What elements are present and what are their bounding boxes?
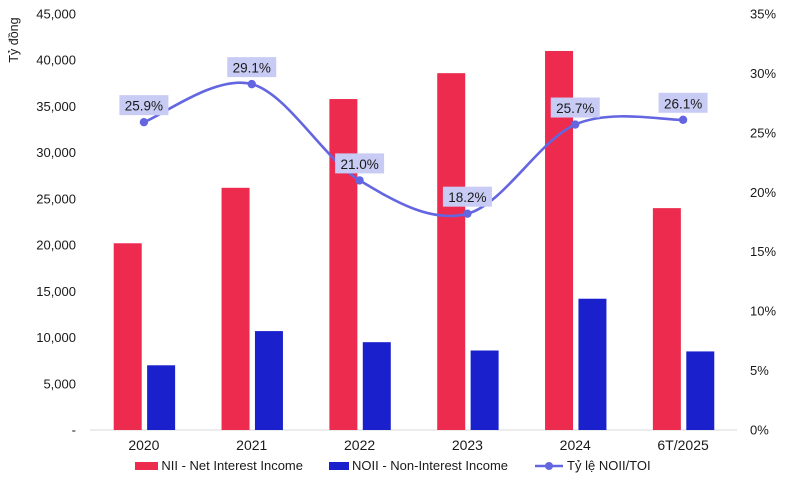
legend-item-noii: NOII - Non-Interest Income — [328, 458, 509, 473]
left-axis-tick: 35,000 — [36, 99, 76, 114]
right-axis-tick: 5% — [750, 363, 769, 378]
ratio-data-label-2023: 18.2% — [448, 190, 486, 205]
noii-bar-2022 — [362, 342, 391, 430]
ratio-point-2020 — [139, 117, 149, 127]
ratio-data-label-2024: 25.7% — [556, 101, 594, 116]
right-axis-tick: 15% — [750, 244, 776, 259]
ratio-point-2023 — [463, 209, 472, 218]
x-axis-category-label: 6T/2025 — [657, 437, 709, 453]
ratio-data-label-6T/2025: 26.1% — [664, 96, 702, 111]
ratio-data-label-2021: 29.1% — [233, 61, 271, 76]
left-axis-title: Tỷ đồng — [7, 17, 21, 62]
nii-bar-2023 — [437, 73, 466, 431]
noii-legend-swatch — [328, 461, 349, 470]
left-axis-tick: 5,000 — [43, 376, 76, 391]
noii-bar-6T/2025 — [686, 351, 715, 430]
ratio-data-label-bg — [335, 153, 385, 174]
nii-bar-2022 — [329, 99, 358, 430]
right-axis-tick: 20% — [750, 185, 776, 200]
left-axis-tick: 15,000 — [36, 284, 76, 299]
right-axis-tick: 35% — [750, 7, 776, 22]
legend-item-nii: NII - Net Interest Income — [135, 458, 303, 473]
ratio-point-6T/2025 — [678, 115, 688, 124]
right-axis-tick: 10% — [750, 304, 776, 319]
left-axis-tick: 20,000 — [36, 238, 76, 253]
noii-legend-label: NOII - Non-Interest Income — [351, 458, 509, 473]
noii-bar-2024 — [578, 298, 607, 430]
noii-bar-2020 — [147, 365, 176, 430]
nii-bar-6T/2025 — [652, 208, 681, 430]
x-axis-category-label: 2020 — [128, 437, 159, 453]
ratio-legend-label: Tỷ lệ NOII/TOI — [567, 458, 651, 473]
x-axis-category-label: 2023 — [452, 437, 483, 453]
ratio-point-2022 — [355, 176, 364, 185]
left-axis-tick: - — [72, 423, 76, 438]
ratio-line-legend-swatch — [535, 461, 564, 470]
left-axis-tick: 25,000 — [36, 191, 76, 206]
right-axis-tick: 30% — [750, 66, 776, 81]
left-axis-tick: 30,000 — [36, 145, 76, 160]
noii-bar-2023 — [470, 350, 499, 430]
x-axis-category-label: 2022 — [344, 437, 375, 453]
x-axis-category-label: 2021 — [236, 437, 267, 453]
x-axis-category-label: 2024 — [560, 437, 591, 453]
left-axis-tick: 40,000 — [36, 53, 76, 68]
ratio-data-label-bg — [442, 186, 492, 207]
ratio-point-2024 — [571, 120, 580, 129]
ratio-data-label-2020: 25.9% — [125, 99, 163, 114]
nii-legend-swatch — [135, 461, 159, 470]
left-axis-tick: 45,000 — [36, 7, 76, 22]
right-axis-tick: 25% — [750, 125, 776, 140]
left-axis-tick: 10,000 — [36, 330, 76, 345]
right-axis-tick: 0% — [750, 423, 769, 438]
chart-legend: NII - Net Interest Income NOII - Non-Int… — [0, 458, 786, 473]
ratio-data-label-2022: 21.0% — [340, 157, 378, 172]
ratio-data-label-bg — [658, 92, 708, 113]
ratio-point-2021 — [247, 79, 256, 89]
nii-bar-2020 — [113, 243, 142, 430]
combo-chart: - 5,000 10,000 15,000 20,000 25,000 30,000 35,0… — [7, 7, 776, 454]
ratio-data-label-bg — [119, 95, 169, 116]
legend-item-ratio: Tỷ lệ NOII/TOI — [534, 458, 651, 473]
noii-bar-2021 — [254, 331, 283, 430]
ratio-data-label-bg — [550, 97, 600, 118]
nii-legend-label: NII - Net Interest Income — [161, 458, 303, 473]
nii-bar-2021 — [221, 187, 250, 430]
ratio-data-label-bg — [227, 57, 277, 78]
